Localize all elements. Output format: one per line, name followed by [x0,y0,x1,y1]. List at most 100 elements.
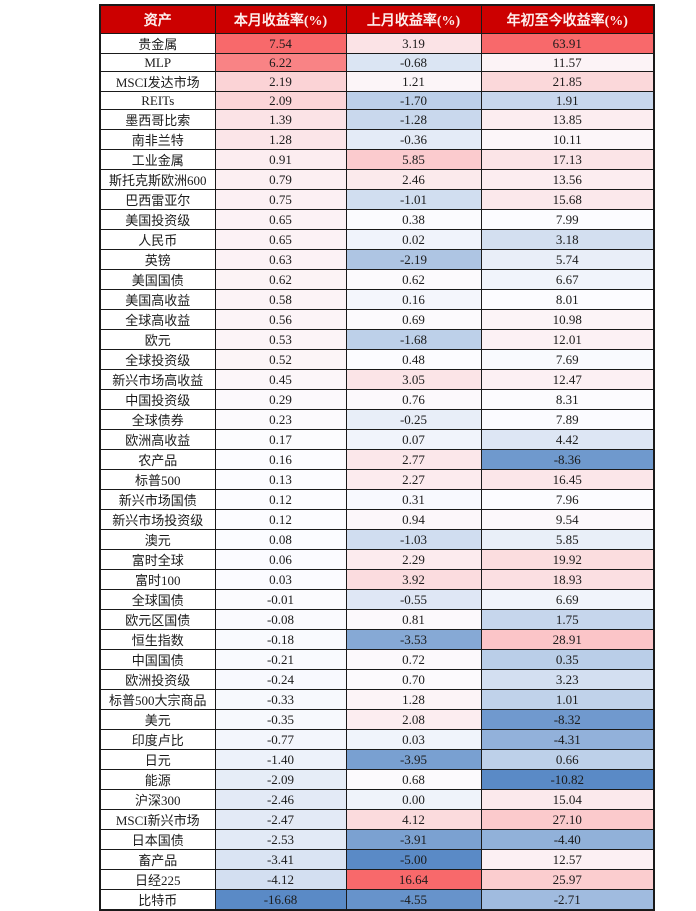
prev-month-return-cell: 0.48 [345,349,482,370]
prev-month-return-cell: 0.02 [345,229,482,250]
ytd-return-cell: 63.91 [480,33,655,54]
table-row: MSCI发达市场 2.19 1.21 21.85 [99,71,655,92]
month-return-cell: 0.12 [214,489,347,510]
asset-name: 印度卢比 [99,729,216,750]
ytd-return-cell: 13.56 [480,169,655,190]
table-row: 标普500 0.13 2.27 16.45 [99,469,655,490]
ytd-return-cell: 6.69 [480,589,655,610]
table-row: 比特币 -16.68 -4.55 -2.71 [99,889,655,911]
month-return-cell: -2.46 [214,789,347,810]
ytd-return-cell: 1.01 [480,689,655,710]
ytd-return-cell: 1.91 [480,91,655,110]
table-body: 贵金属 7.54 3.19 63.91 MLP 6.22 -0.68 11.57 MSCI发达市… [99,33,655,911]
asset-name: 欧元区国债 [99,609,216,630]
asset-name: 新兴市场国债 [99,489,216,510]
table-row: 新兴市场投资级 0.12 0.94 9.54 [99,509,655,530]
prev-month-return-cell: 0.62 [345,269,482,290]
asset-name: 新兴市场高收益 [99,369,216,390]
ytd-return-cell: 16.45 [480,469,655,490]
month-return-cell: 0.12 [214,509,347,530]
table-row: MLP 6.22 -0.68 11.57 [99,53,655,72]
table-row: 美国高收益 0.58 0.16 8.01 [99,289,655,310]
column-header-prev-month-return: 上月收益率(%) [345,4,482,34]
prev-month-return-cell: 0.76 [345,389,482,410]
table-row: 贵金属 7.54 3.19 63.91 [99,33,655,54]
month-return-cell: 0.29 [214,389,347,410]
prev-month-return-cell: 1.21 [345,71,482,92]
ytd-return-cell: 3.18 [480,229,655,250]
asset-name: 全球国债 [99,589,216,610]
asset-name: 日经225 [99,869,216,890]
month-return-cell: -0.35 [214,709,347,730]
prev-month-return-cell: 0.38 [345,209,482,230]
asset-name: 恒生指数 [99,629,216,650]
asset-name: 巴西雷亚尔 [99,189,216,210]
prev-month-return-cell: 5.85 [345,149,482,170]
asset-name: 富时全球 [99,549,216,570]
table-row: 欧元 0.53 -1.68 12.01 [99,329,655,350]
ytd-return-cell: 0.66 [480,749,655,770]
month-return-cell: -0.01 [214,589,347,610]
asset-returns-heatmap: 资产 本月收益率(%) 上月收益率(%) 年初至今收益率(%) 贵金属 7.54 3… [99,4,655,911]
asset-name: 英镑 [99,249,216,270]
table-row: 畜产品 -3.41 -5.00 12.57 [99,849,655,870]
prev-month-return-cell: 0.68 [345,769,482,790]
table-row: 印度卢比 -0.77 0.03 -4.31 [99,729,655,750]
prev-month-return-cell: 0.69 [345,309,482,330]
table-row: 人民币 0.65 0.02 3.18 [99,229,655,250]
asset-name: 沪深300 [99,789,216,810]
table-row: 中国国债 -0.21 0.72 0.35 [99,649,655,670]
prev-month-return-cell: -1.70 [345,91,482,110]
table-row: 南非兰特 1.28 -0.36 10.11 [99,129,655,150]
ytd-return-cell: 12.01 [480,329,655,350]
table-row: 全球投资级 0.52 0.48 7.69 [99,349,655,370]
prev-month-return-cell: -3.53 [345,629,482,650]
table-row: 中国投资级 0.29 0.76 8.31 [99,389,655,410]
prev-month-return-cell: 0.03 [345,729,482,750]
column-header-asset: 资产 [99,4,216,34]
prev-month-return-cell: 3.05 [345,369,482,390]
prev-month-return-cell: 0.07 [345,429,482,450]
asset-name: 全球债券 [99,409,216,430]
month-return-cell: -0.18 [214,629,347,650]
asset-name: 斯托克斯欧洲600 [99,169,216,190]
month-return-cell: 0.03 [214,569,347,590]
ytd-return-cell: 8.01 [480,289,655,310]
prev-month-return-cell: 4.12 [345,809,482,830]
asset-name: MLP [99,53,216,72]
table-row: 新兴市场高收益 0.45 3.05 12.47 [99,369,655,390]
asset-name: 美国高收益 [99,289,216,310]
month-return-cell: 0.06 [214,549,347,570]
table-row: 英镑 0.63 -2.19 5.74 [99,249,655,270]
prev-month-return-cell: -0.68 [345,53,482,72]
table-row: 新兴市场国债 0.12 0.31 7.96 [99,489,655,510]
table-row: 日本国债 -2.53 -3.91 -4.40 [99,829,655,850]
month-return-cell: 0.79 [214,169,347,190]
month-return-cell: -0.33 [214,689,347,710]
prev-month-return-cell: 0.81 [345,609,482,630]
asset-name: 新兴市场投资级 [99,509,216,530]
month-return-cell: 0.91 [214,149,347,170]
month-return-cell: 0.58 [214,289,347,310]
asset-name: 标普500大宗商品 [99,689,216,710]
month-return-cell: -2.53 [214,829,347,850]
ytd-return-cell: 19.92 [480,549,655,570]
month-return-cell: -2.09 [214,769,347,790]
asset-name: 人民币 [99,229,216,250]
month-return-cell: 0.65 [214,229,347,250]
asset-name: 日本国债 [99,829,216,850]
table-row: 欧洲投资级 -0.24 0.70 3.23 [99,669,655,690]
ytd-return-cell: 0.35 [480,649,655,670]
ytd-return-cell: 21.85 [480,71,655,92]
month-return-cell: 0.52 [214,349,347,370]
month-return-cell: 0.75 [214,189,347,210]
ytd-return-cell: -4.31 [480,729,655,750]
prev-month-return-cell: 0.70 [345,669,482,690]
table-row: 全球债券 0.23 -0.25 7.89 [99,409,655,430]
ytd-return-cell: 10.98 [480,309,655,330]
month-return-cell: -2.47 [214,809,347,830]
prev-month-return-cell: -3.95 [345,749,482,770]
ytd-return-cell: 3.23 [480,669,655,690]
ytd-return-cell: 18.93 [480,569,655,590]
asset-name: 能源 [99,769,216,790]
